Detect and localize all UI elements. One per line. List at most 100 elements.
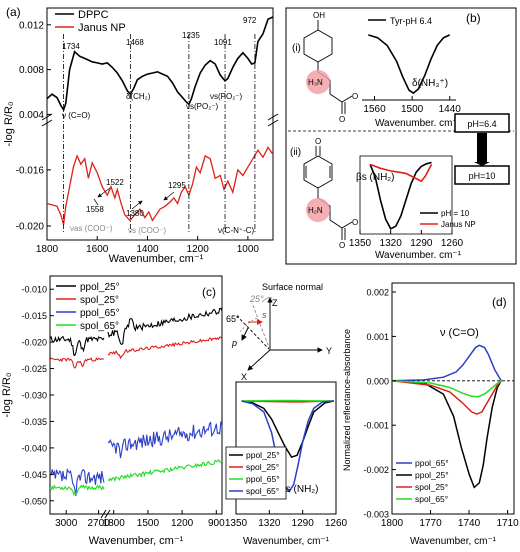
middle-plot-xtick-label: 1350 [225, 518, 248, 529]
panel-a-axes: 1800 1600 1400 1200 1000 0.012 0.008 0.004 -0.01… [16, 20, 260, 255]
panel-c-ytick-label: -0.020 [21, 338, 47, 348]
legend-ph10: pH = 10 [441, 209, 470, 218]
legend-dppc: DPPC [78, 9, 109, 21]
panel-a-guides [63, 34, 256, 232]
middle-plot-xtick-label: 1260 [325, 518, 348, 529]
series-c-ppol25-high [49, 335, 105, 357]
label-x: X [241, 372, 247, 382]
label-z: Z [272, 298, 278, 308]
series-c-spol65-high [49, 484, 105, 497]
middle-plot-xtick-label: 1290 [292, 518, 315, 529]
legend-d-ppol25: ppol_25° [415, 470, 449, 480]
panel-b-ii-xtick-label: 1290 [410, 238, 433, 249]
peak-1734: 1734 [62, 42, 80, 51]
series-ph10 [369, 161, 432, 230]
amine-label-ii: H₂N [308, 206, 323, 215]
annotation-nh2-mid: βs (NH₂) [280, 484, 319, 495]
panel-d-ylabel: Normalized reflectance-absorbance [342, 329, 352, 471]
peak-972: 972 [243, 16, 257, 25]
carboxyl-o-i: O [352, 92, 358, 101]
oh-label: OH [313, 11, 325, 20]
amine-highlight-i [306, 70, 330, 94]
panel-a-series [46, 16, 274, 225]
panel-b-i-xtick-label: 1560 [363, 104, 386, 115]
arrow-1295 [163, 191, 175, 201]
middle-plot-axes: 1350 1320 1290 1260 [225, 510, 348, 529]
panel-a-lower-ytick-label: -0.016 [16, 165, 45, 176]
legend-m-spol65: ppol_65° [246, 474, 280, 484]
mode-ch2: δ(CH₂) [126, 92, 151, 101]
legend-c-spol25: spol_25° [80, 295, 119, 306]
series-c-ppol65-high [49, 467, 105, 496]
peak-1468: 1468 [126, 38, 144, 47]
mode-po2-2: νs(PO₂⁻) [210, 92, 243, 101]
legend-janus-b: Janus NP [441, 220, 476, 229]
amine-highlight-ii [306, 198, 330, 222]
panel-b-frame [285, 7, 517, 265]
panel-b-i-xtick-label: 1440 [439, 104, 462, 115]
mode-po2-1: νs(PO₂⁻) [186, 102, 219, 111]
series-tyr-ph64 [368, 34, 451, 95]
mode-cnc: ν(C-N⁺-C) [218, 226, 255, 235]
ph-label-6-4: pH=6.4 [467, 119, 496, 129]
panel-c-ytick-label: -0.050 [21, 496, 47, 506]
panel-c-xtick-label: 900 [208, 518, 225, 529]
panel-b-label: (b) [466, 11, 481, 25]
label-s: s [262, 310, 267, 320]
panel-c-ytick-label: -0.030 [21, 391, 47, 401]
legend-m-ppol65: spol_65° [246, 486, 279, 496]
series-m-ppol25 [241, 400, 334, 458]
panel-c-ylabel: -log R/R₀ [1, 373, 13, 418]
panel-d-axes: 1800 1770 1740 1710 0.002 0.001 0.000 -0.001 -0.… [363, 288, 519, 530]
panel-b-ii-xlabel: Wavenumber. cm⁻¹ [375, 250, 462, 261]
panel-d-ytick-label: -0.003 [363, 510, 389, 520]
series-c-spol65-low [107, 459, 223, 482]
peak-1522: 1522 [106, 178, 124, 187]
panel-b-i-series [368, 34, 451, 95]
legend-tyr: Tyr-pH 6.4 [390, 16, 432, 26]
panel-b-ii-xtick-label: 1320 [380, 238, 403, 249]
panel-d-ytick-label: 0.002 [366, 288, 389, 298]
panel-a-xtick-label: 1000 [237, 244, 260, 255]
annotation-nh2-b: βs (NH₂) [356, 172, 395, 183]
panel-b-ii-axes: 1350 1320 1290 1260 [349, 155, 464, 249]
series-m-ppol65 [241, 400, 334, 493]
panel-b-ii-label: (ii) [290, 147, 301, 158]
panel-c-xtick-label: 2700 [87, 518, 110, 529]
panel-a-xtick-label: 1600 [86, 244, 109, 255]
series-d-spol65 [391, 380, 502, 398]
panel-c-legend: ppol_25° spol_25° ppol_65° spol_65° [56, 282, 120, 332]
panel-a-xtick-label: 1200 [187, 244, 210, 255]
panel-d-ytick-label: -0.001 [363, 421, 389, 431]
peak-1558: 1558 [86, 205, 104, 214]
tyrosine-molecule-ii [303, 146, 353, 240]
peak-1091: 1091 [214, 38, 232, 47]
panel-c-ytick-label: -0.035 [21, 417, 47, 427]
panel-c-break [100, 509, 111, 519]
panel-c-label: (c) [202, 285, 216, 299]
arc-25 [261, 297, 273, 303]
panel-b-ii-frame [359, 155, 453, 235]
panel-b-i-xtick-label: 1500 [401, 104, 424, 115]
legend-m-ppol25: ppol_25° [246, 450, 280, 460]
panel-a-xtick-label: 1800 [36, 244, 59, 255]
axis-x [247, 349, 271, 371]
tyrosine-molecule-i [303, 20, 353, 114]
series-c-spol25-high [49, 357, 105, 369]
legend-c-spol65: spol_65° [80, 321, 119, 332]
label-25deg: 25° [249, 294, 264, 304]
panel-c-xtick-label: 1200 [171, 518, 194, 529]
carboxyl-o-ii: O [352, 218, 358, 227]
peak-1295: 1295 [168, 181, 186, 190]
middle-plot-xtick-label: 1320 [258, 518, 281, 529]
panel-geometry: Surface normal Z Y X 25° 65° s p 1350 132… [225, 282, 348, 547]
series-c-spol25-low [107, 336, 223, 360]
legend-d-spol25: spol_25° [415, 482, 448, 492]
mode-coo-s: νs (COO⁻) [128, 226, 166, 235]
panel-d-ytick-label: -0.002 [363, 465, 389, 475]
legend-d-ppol65: ppol_65° [415, 458, 449, 468]
mode-coo-as: νas (COO⁻) [70, 224, 113, 233]
series-d-spol25 [391, 380, 502, 415]
